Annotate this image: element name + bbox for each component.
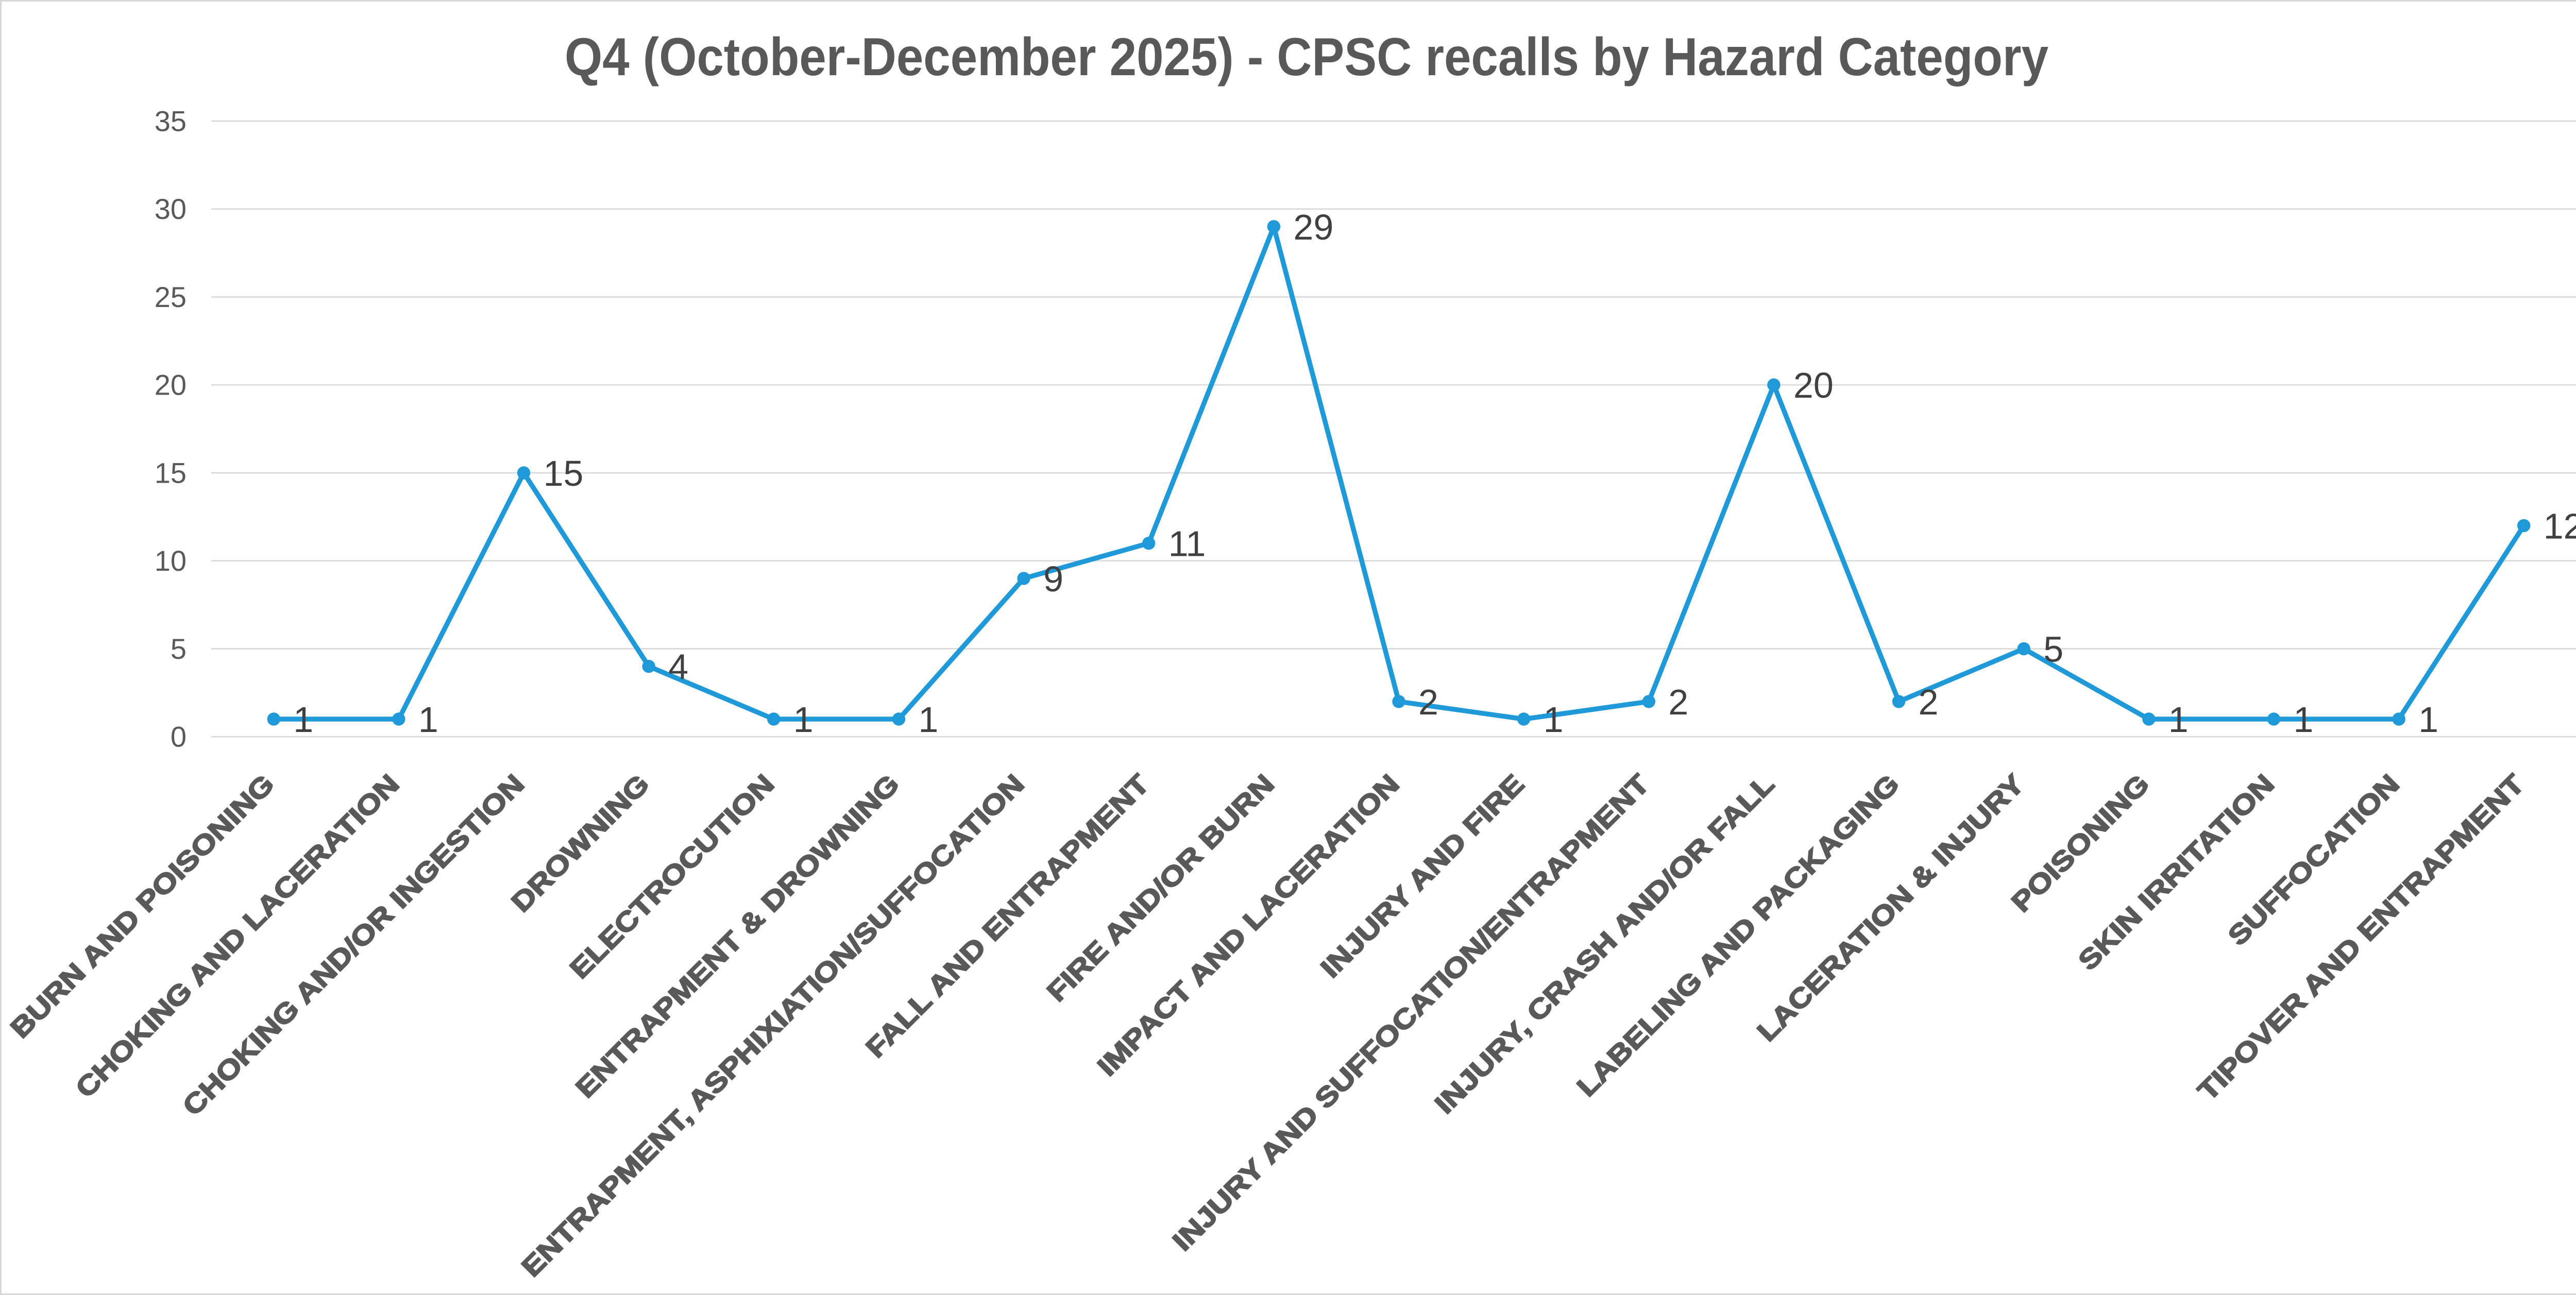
svg-text:29: 29 — [1293, 207, 1333, 247]
svg-text:20: 20 — [1793, 365, 1834, 405]
svg-text:1: 1 — [919, 700, 939, 740]
svg-text:2: 2 — [1919, 682, 1939, 722]
svg-text:11: 11 — [1168, 524, 1206, 564]
svg-text:5: 5 — [171, 633, 187, 665]
svg-text:15: 15 — [544, 453, 584, 493]
svg-text:1: 1 — [1544, 700, 1564, 740]
svg-text:20: 20 — [155, 369, 187, 401]
svg-text:9: 9 — [1043, 559, 1063, 599]
svg-text:2: 2 — [1418, 682, 1438, 722]
svg-text:5: 5 — [2043, 629, 2063, 670]
svg-text:1: 1 — [293, 700, 313, 740]
svg-text:15: 15 — [155, 457, 187, 489]
svg-text:2: 2 — [1668, 682, 1688, 722]
svg-text:25: 25 — [155, 281, 187, 313]
svg-text:10: 10 — [155, 544, 187, 577]
svg-text:1: 1 — [2418, 700, 2438, 740]
svg-text:1: 1 — [2168, 700, 2189, 740]
svg-text:12: 12 — [2544, 506, 2576, 546]
svg-text:Q4 (October-December 2025) - C: Q4 (October-December 2025) - CPSC recall… — [565, 27, 2048, 87]
svg-text:35: 35 — [155, 105, 187, 138]
svg-text:4: 4 — [668, 647, 688, 687]
svg-text:30: 30 — [155, 193, 187, 225]
svg-text:1: 1 — [2293, 700, 2313, 740]
svg-text:1: 1 — [418, 700, 438, 740]
svg-text:1: 1 — [793, 700, 814, 740]
svg-text:0: 0 — [171, 721, 187, 753]
